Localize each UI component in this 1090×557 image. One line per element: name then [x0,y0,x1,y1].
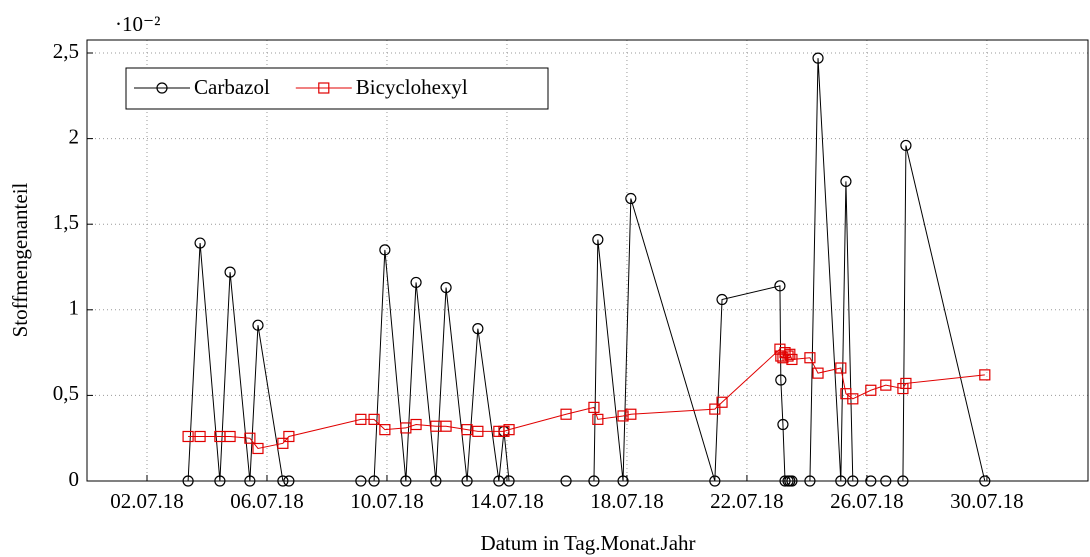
marker [379,244,391,256]
marker [775,350,787,362]
marker [777,418,789,431]
marker [716,396,728,408]
marker [592,234,604,246]
x-axis-title: Datum in Tag.Monat.Jahr [480,531,695,555]
legend-label: Bicyclohexyl [356,75,468,99]
marker [840,175,852,188]
marker [709,475,721,487]
marker [472,323,484,335]
x-tick-label: 30.07.18 [950,489,1024,513]
x-tick-label: 26.07.18 [830,489,904,513]
marker [410,276,422,289]
marker [812,367,824,379]
y-tick-label: 2,5 [53,39,79,63]
marker [194,237,206,249]
series-line [188,348,985,450]
marker [277,437,289,449]
series-line [187,58,986,482]
marker [782,350,794,362]
marker [400,475,412,487]
marker [461,475,473,487]
marker [865,384,877,396]
marker [410,418,422,431]
marker [560,475,572,487]
marker [865,475,877,487]
marker [835,475,847,487]
marker [779,475,791,487]
marker [880,379,892,391]
marker [897,475,909,487]
marker [224,430,236,443]
legend-marker [318,82,330,94]
marker [812,52,824,64]
marker [786,475,798,487]
marker [277,475,289,487]
marker [847,393,859,405]
x-tick-label: 06.07.18 [230,489,304,513]
y-tick-label: 2 [69,124,80,148]
y-tick-label: 0 [69,467,80,491]
marker [617,410,629,422]
marker [617,475,629,487]
marker [194,430,206,443]
marker [900,377,912,390]
y-tick-label: 1,5 [53,210,79,234]
marker [775,374,787,386]
marker [182,430,194,443]
marker [900,139,912,152]
marker [979,475,991,487]
marker [472,425,484,437]
y-tick-label: 1 [69,296,80,320]
marker [560,408,572,420]
marker [440,281,452,294]
marker [716,293,728,306]
marker [461,424,473,436]
marker [774,280,786,292]
marker [355,475,367,487]
marker [709,403,721,415]
marker [214,475,226,487]
marker [244,475,256,487]
marker [786,353,798,366]
marker [224,266,236,278]
legend-marker [156,82,168,94]
x-tick-label: 02.07.18 [110,489,184,513]
marker [804,475,816,487]
marker [283,475,295,487]
x-tick-label: 22.07.18 [710,489,784,513]
marker [625,192,637,205]
marker [804,352,816,364]
marker [368,475,380,487]
marker [592,413,604,425]
y-scale-label: ·10⁻² [115,12,160,36]
marker [503,475,515,487]
marker [355,413,367,425]
marker [880,475,892,487]
x-tick-label: 18.07.18 [590,489,664,513]
marker [979,369,991,381]
marker [588,475,600,487]
marker [430,475,442,487]
marker [835,362,847,374]
marker [588,401,600,413]
y-axis-title: Stoffmengenanteil [8,182,32,337]
marker [379,424,391,436]
marker [252,442,264,455]
marker [440,420,452,432]
marker [847,475,859,487]
x-tick-label: 10.07.18 [350,489,424,513]
legend-label: Carbazol [194,75,270,99]
marker [182,475,194,487]
marker [244,432,256,444]
marker [252,319,264,331]
marker [625,408,637,420]
marker [368,413,380,425]
x-tick-label: 14.07.18 [470,489,544,513]
y-tick-label: 0,5 [53,381,79,405]
marker [283,430,295,443]
marker [503,424,515,436]
